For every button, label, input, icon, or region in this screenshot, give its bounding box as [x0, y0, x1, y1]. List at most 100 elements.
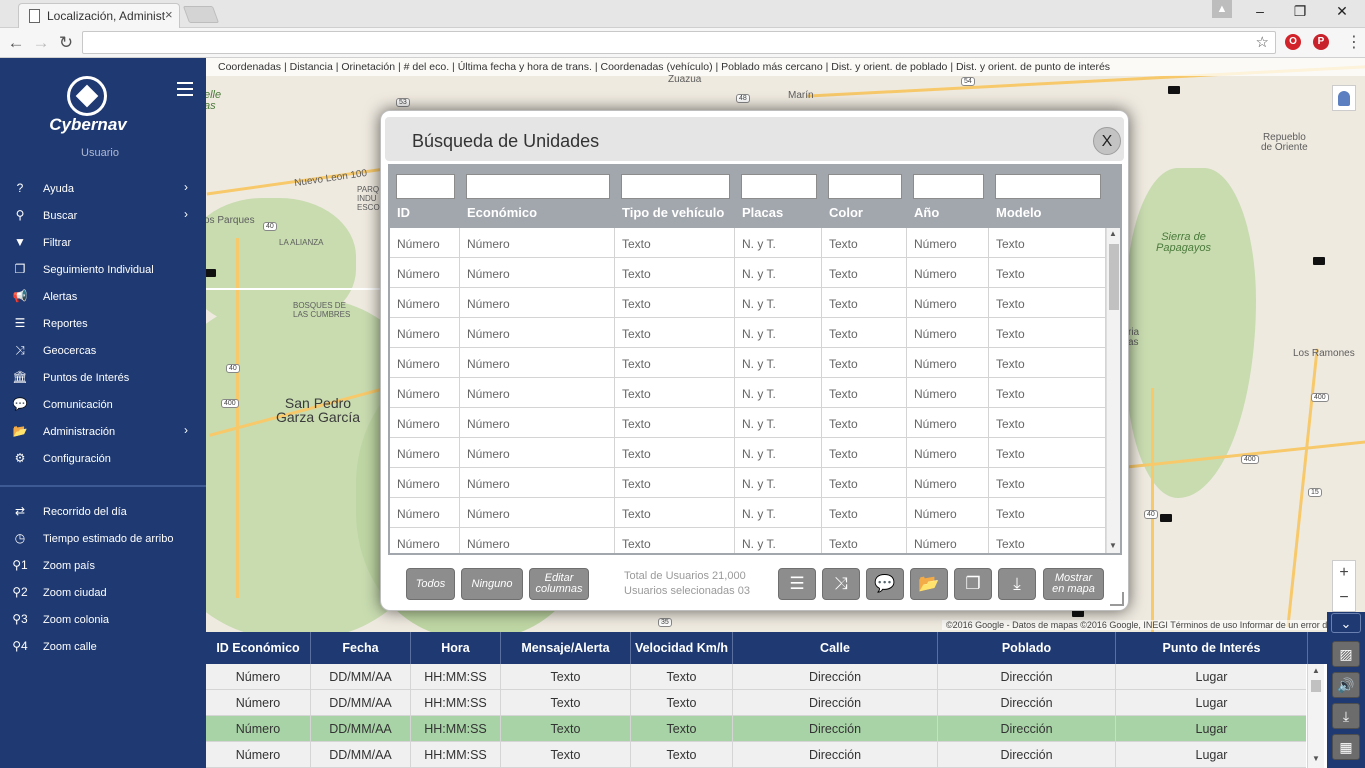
events-column-header[interactable]: Punto de Interés [1116, 632, 1308, 664]
collapse-chevron-icon[interactable]: ⌄ [1331, 613, 1361, 633]
menu-item-buscar[interactable]: ⚲ Buscar › [0, 202, 206, 229]
vehicle-marker-icon[interactable] [1072, 609, 1084, 617]
scroll-thumb[interactable] [1109, 244, 1119, 310]
events-column-header[interactable]: Velocidad Km/h [631, 632, 733, 664]
events-column-header[interactable]: Calle [733, 632, 938, 664]
windows-icon[interactable]: ❐ [954, 568, 992, 600]
filter-input-4[interactable] [828, 174, 902, 199]
zoom-in-button[interactable]: + [1339, 564, 1349, 581]
folder-open-icon[interactable]: 📂 [910, 568, 948, 600]
menu-item-administraci-n[interactable]: 📂 Administración › [0, 418, 206, 445]
menu-item-filtrar[interactable]: ▼ Filtrar [0, 229, 206, 256]
hamburger-menu-icon[interactable] [177, 82, 193, 96]
reload-icon[interactable]: ↻ [58, 33, 74, 52]
filter-input-0[interactable] [396, 174, 455, 199]
select-all-button[interactable]: Todos [406, 568, 455, 600]
filter-input-2[interactable] [621, 174, 730, 199]
zoom-out-button[interactable]: − [1339, 589, 1349, 606]
column-header[interactable]: Color [829, 205, 863, 220]
table-row[interactable]: Número DD/MM/AA HH:MM:SS Texto Texto Direcció… [206, 664, 1308, 690]
user-label[interactable]: Usuario [81, 147, 119, 159]
browser-menu-icon[interactable]: ⋮ [1346, 34, 1362, 51]
events-column-header[interactable]: Hora [411, 632, 501, 664]
table-row[interactable]: Número Número Texto N. y T. Texto Número Texto [390, 408, 1106, 438]
vehicle-marker-icon[interactable] [1160, 514, 1172, 522]
events-column-header[interactable]: Mensaje/Alerta [501, 632, 631, 664]
table-row[interactable]: Número Número Texto N. y T. Texto Número Texto [390, 378, 1106, 408]
dialog-close-button[interactable]: X [1093, 127, 1121, 155]
table-row[interactable]: Número Número Texto N. y T. Texto Número Texto [390, 258, 1106, 288]
column-header[interactable]: Año [914, 205, 940, 220]
scroll-thumb[interactable] [1311, 680, 1321, 692]
column-header[interactable]: ID [397, 205, 410, 220]
download-icon[interactable]: ⤓ [1332, 703, 1360, 729]
menu-item-comunicaci-n[interactable]: 💬 Comunicación [0, 391, 206, 418]
table-row[interactable]: Número Número Texto N. y T. Texto Número Texto [390, 468, 1106, 498]
filter-input-5[interactable] [913, 174, 984, 199]
street-view-person-icon[interactable] [1332, 85, 1356, 111]
column-header[interactable]: Modelo [996, 205, 1042, 220]
shuffle-icon[interactable]: ⤨ [822, 568, 860, 600]
url-input[interactable]: ☆ [82, 31, 1276, 54]
menu-item-reportes[interactable]: ☰ Reportes [0, 310, 206, 337]
table-row[interactable]: Número Número Texto N. y T. Texto Número Texto [390, 318, 1106, 348]
minimize-button[interactable]: – [1256, 3, 1264, 19]
events-table-scrollbar[interactable]: ▲ ▼ [1308, 664, 1324, 768]
table-row[interactable]: Número Número Texto N. y T. Texto Número Texto [390, 348, 1106, 378]
scroll-down-icon[interactable]: ▼ [1109, 541, 1117, 550]
table-row[interactable]: Número DD/MM/AA HH:MM:SS Texto Texto Direcció… [206, 716, 1308, 742]
select-none-button[interactable]: Ninguno [461, 568, 523, 600]
table-row[interactable]: Número Número Texto N. y T. Texto Número Texto [390, 498, 1106, 528]
close-window-button[interactable]: ✕ [1336, 3, 1348, 19]
menu-item-puntos-de-inter-s[interactable]: 🏛 Puntos de Interés [0, 364, 206, 391]
menu-item-zoom-ciudad[interactable]: ⚲2 Zoom ciudad [0, 579, 206, 606]
table-row[interactable]: Número Número Texto N. y T. Texto Número Texto [390, 228, 1106, 258]
table-row[interactable]: Número Número Texto N. y T. Texto Número Texto [390, 438, 1106, 468]
scroll-up-icon[interactable]: ▲ [1312, 666, 1320, 675]
resize-handle-icon[interactable] [1110, 592, 1124, 606]
vehicle-marker-icon[interactable] [206, 269, 216, 277]
restore-button[interactable]: ❐ [1293, 3, 1307, 19]
menu-item-geocercas[interactable]: ⤨ Geocercas [0, 337, 206, 364]
vehicle-marker-icon[interactable] [1168, 86, 1180, 94]
menu-item-ayuda[interactable]: ? Ayuda › [0, 175, 206, 202]
menu-item-zoom-colonia[interactable]: ⚲3 Zoom colonia [0, 606, 206, 633]
pinterest-icon[interactable]: P [1313, 34, 1329, 50]
map-attribution[interactable]: ©2016 Google - Datos de mapas ©2016 Goog… [942, 620, 1337, 630]
column-header[interactable]: Económico [467, 205, 538, 220]
menu-item-seguimiento-individual[interactable]: ❐ Seguimiento Individual [0, 256, 206, 283]
grid-scrollbar[interactable]: ▲ ▼ [1106, 228, 1120, 553]
bookmark-star-icon[interactable]: ☆ [1255, 34, 1269, 51]
column-header[interactable]: Placas [742, 205, 784, 220]
menu-item-recorrido-del-d-a[interactable]: ⇄ Recorrido del día [0, 498, 206, 525]
filter-input-1[interactable] [466, 174, 610, 199]
opera-icon[interactable]: O [1285, 34, 1301, 50]
image-icon[interactable]: ▨ [1332, 641, 1360, 667]
browser-tab[interactable]: Localización, Administrac × [18, 3, 180, 28]
show-on-map-button[interactable]: Mostrar en mapa [1043, 568, 1104, 600]
events-column-header[interactable]: Fecha [311, 632, 411, 664]
table-icon[interactable]: ▦ [1332, 734, 1360, 760]
volume-icon[interactable]: 🔊 [1332, 672, 1360, 698]
menu-item-alertas[interactable]: 📢 Alertas [0, 283, 206, 310]
menu-item-zoom-pa-s[interactable]: ⚲1 Zoom país [0, 552, 206, 579]
list-view-icon[interactable]: ☰ [778, 568, 816, 600]
edit-columns-button[interactable]: Editar columnas [529, 568, 589, 600]
scroll-down-icon[interactable]: ▼ [1312, 754, 1320, 763]
back-icon[interactable]: ← [7, 33, 25, 52]
menu-item-tiempo-estimado-de-arribo[interactable]: ◷ Tiempo estimado de arribo [0, 525, 206, 552]
table-row[interactable]: Número DD/MM/AA HH:MM:SS Texto Texto Direcció… [206, 742, 1308, 768]
table-row[interactable]: Número DD/MM/AA HH:MM:SS Texto Texto Direcció… [206, 690, 1308, 716]
filter-input-6[interactable] [995, 174, 1101, 199]
column-header[interactable]: Tipo de vehículo [622, 205, 725, 220]
forward-icon[interactable]: → [32, 33, 50, 52]
menu-item-configuraci-n[interactable]: ⚙ Configuración [0, 445, 206, 472]
download-icon[interactable]: ⤓ [998, 568, 1036, 600]
events-column-header[interactable]: Poblado [938, 632, 1116, 664]
scroll-up-icon[interactable]: ▲ [1109, 229, 1117, 238]
tab-close-icon[interactable]: × [165, 7, 173, 22]
filter-input-3[interactable] [741, 174, 817, 199]
vehicle-marker-icon[interactable] [1313, 257, 1325, 265]
events-column-header[interactable]: ID Económico [206, 632, 311, 664]
table-row[interactable]: Número Número Texto N. y T. Texto Número Texto [390, 528, 1106, 553]
